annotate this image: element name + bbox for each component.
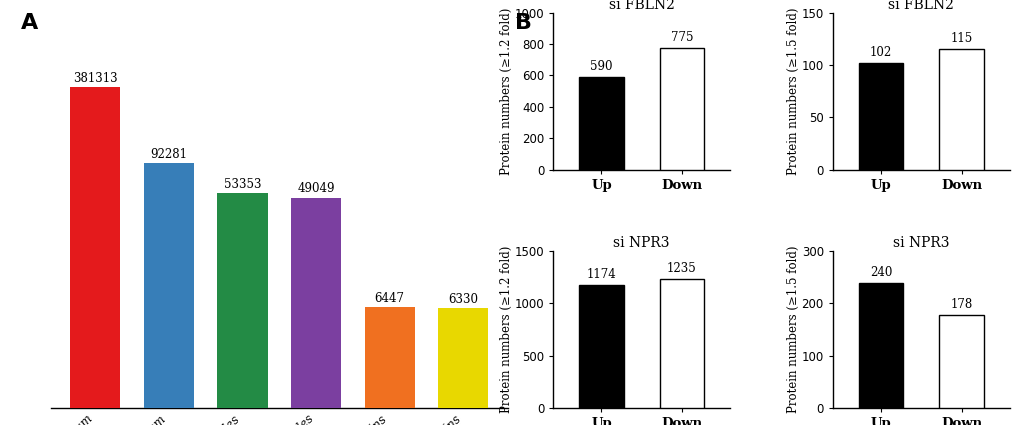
Text: 775: 775	[671, 31, 693, 44]
Title: si NPR3: si NPR3	[612, 236, 669, 250]
Text: 115: 115	[950, 32, 972, 45]
Bar	[938, 49, 982, 170]
Y-axis label: Protein numbers (≥1.5 fold): Protein numbers (≥1.5 fold)	[787, 7, 799, 175]
Bar	[938, 315, 982, 408]
Text: 1174: 1174	[586, 268, 615, 281]
Text: 49049: 49049	[298, 182, 334, 196]
Y-axis label: Protein numbers (≥1.2 fold): Protein numbers (≥1.2 fold)	[499, 8, 513, 175]
Bar	[217, 193, 267, 425]
Text: 240: 240	[869, 266, 892, 279]
Bar	[70, 87, 120, 425]
Bar	[659, 279, 703, 408]
Title: si FBLN2: si FBLN2	[888, 0, 954, 11]
Title: si NPR3: si NPR3	[893, 236, 949, 250]
Text: 178: 178	[950, 298, 972, 311]
Y-axis label: Protein numbers (≥1.2 fold): Protein numbers (≥1.2 fold)	[499, 246, 513, 413]
Bar	[579, 285, 623, 408]
Bar	[144, 164, 194, 425]
Text: 6330: 6330	[448, 293, 478, 306]
Text: A: A	[20, 13, 38, 33]
Text: 6447: 6447	[374, 292, 405, 305]
Text: 1235: 1235	[666, 262, 696, 275]
Bar	[438, 308, 488, 425]
Bar	[290, 198, 340, 425]
Text: 53353: 53353	[223, 178, 261, 191]
Text: 381313: 381313	[72, 72, 117, 85]
Text: 92281: 92281	[150, 148, 187, 162]
Bar	[365, 307, 415, 425]
Bar	[579, 77, 623, 170]
Text: B: B	[515, 13, 532, 33]
Text: 102: 102	[869, 46, 892, 59]
Title: si FBLN2: si FBLN2	[608, 0, 674, 11]
Bar	[858, 283, 903, 408]
Bar	[858, 63, 903, 170]
Bar	[659, 48, 703, 170]
Y-axis label: Protein numbers (≥1.5 fold): Protein numbers (≥1.5 fold)	[787, 246, 799, 414]
Text: 590: 590	[590, 60, 612, 73]
